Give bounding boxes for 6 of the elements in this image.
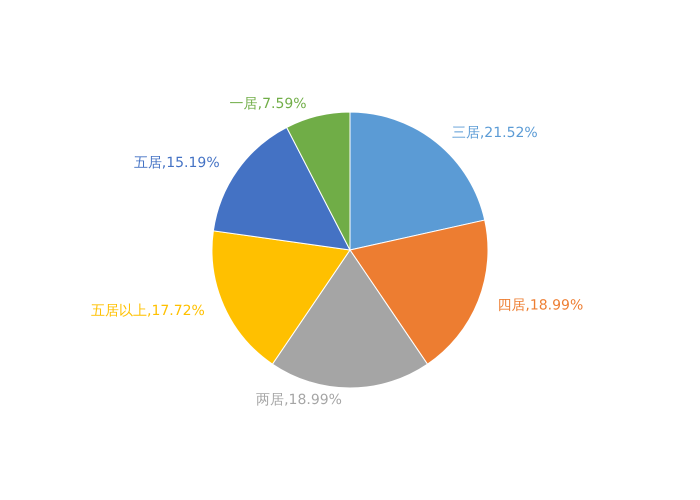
slice-label: 五居,15.19% (134, 155, 220, 172)
slice-label: 五居以上,17.72% (91, 302, 205, 319)
slice-label: 四居,18.99% (497, 297, 584, 314)
slice-label: 一居,7.59% (230, 96, 307, 112)
slice-label: 两居,18.99% (256, 392, 342, 408)
slice-label: 三居,21.52% (452, 124, 538, 141)
